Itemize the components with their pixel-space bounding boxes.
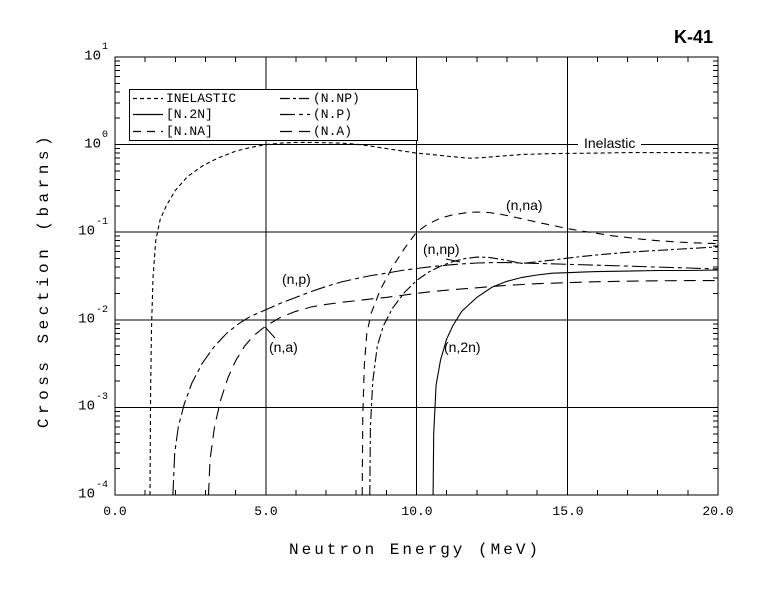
inelastic-line-sample-icon <box>133 97 163 99</box>
nnp-line-sample-icon <box>280 97 310 99</box>
np-curve-label: (n,p) <box>282 271 311 287</box>
legend-entry-na: (N.A) <box>280 124 417 140</box>
y-tick-exponent: 0 <box>101 130 108 141</box>
y-tick-label: 101 <box>58 42 108 67</box>
curve-nna <box>361 211 719 496</box>
legend-label: INELASTIC <box>166 90 237 106</box>
y-tick-mantissa: 10 <box>78 398 95 415</box>
curve-n2n <box>432 269 719 496</box>
y-tick-label: 100 <box>58 130 108 155</box>
na-line-sample-icon <box>280 131 310 133</box>
y-tick-label: 10-4 <box>58 480 108 505</box>
y-tick-exponent: 1 <box>101 42 108 53</box>
legend-box: INELASTIC [N.2N] [N.NA] (N.NP) (N.P) <box>129 89 418 141</box>
x-tick-label: 15.0 <box>552 504 584 519</box>
y-tick-label: 10-1 <box>58 217 108 242</box>
n2n-curve-label: (n,2n) <box>444 339 481 355</box>
y-tick-exponent: -2 <box>95 305 108 316</box>
x-tick-label: 10.0 <box>401 504 433 519</box>
y-tick-mantissa: 10 <box>84 48 101 65</box>
y-tick-label: 10-2 <box>58 305 108 330</box>
y-tick-label: 10-3 <box>58 392 108 417</box>
legend-entry-inelastic: INELASTIC <box>133 90 277 106</box>
curve-nnp <box>369 246 719 496</box>
inelastic-curve-label: Inelastic <box>578 136 642 151</box>
page-title: K-41 <box>673 27 713 47</box>
x-tick-label: 5.0 <box>254 504 278 519</box>
legend-label: (N.A) <box>313 124 353 140</box>
legend-label: (N.P) <box>313 107 353 123</box>
nnp-curve-label: (n,np) <box>423 241 460 257</box>
curve-na <box>207 280 718 496</box>
legend-label: [N.2N] <box>166 107 213 123</box>
y-tick-mantissa: 10 <box>78 223 95 240</box>
y-tick-exponent: -1 <box>95 217 108 228</box>
legend-label: [N.NA] <box>166 124 213 140</box>
x-axis-title: Neutron Energy (MeV) <box>288 541 542 559</box>
y-tick-mantissa: 10 <box>78 486 95 503</box>
legend-entry-n2n: [N.2N] <box>133 107 277 123</box>
curve-np <box>172 262 719 496</box>
na-curve-label: (n,a) <box>269 339 298 355</box>
n2n-line-sample-icon <box>133 114 163 116</box>
x-tick-label: 20.0 <box>702 504 734 519</box>
legend-column-2: (N.NP) (N.P) (N.A) <box>277 90 417 140</box>
legend-entry-nnp: (N.NP) <box>280 90 417 106</box>
np-line-sample-icon <box>280 114 310 116</box>
legend-label: (N.NP) <box>313 90 360 106</box>
x-tick-label: 0.0 <box>103 504 127 519</box>
y-tick-mantissa: 10 <box>78 311 95 328</box>
y-tick-exponent: -3 <box>95 392 108 403</box>
nna-curve-label: (n,na) <box>506 197 543 213</box>
legend-entry-nna: [N.NA] <box>133 124 277 140</box>
y-tick-mantissa: 10 <box>84 136 101 153</box>
legend-entry-np: (N.P) <box>280 107 417 123</box>
y-tick-exponent: -4 <box>95 480 108 491</box>
legend-column-1: INELASTIC [N.2N] [N.NA] <box>130 90 277 140</box>
nna-line-sample-icon <box>133 131 163 133</box>
y-axis-title: Cross Section (barns) <box>35 131 53 429</box>
